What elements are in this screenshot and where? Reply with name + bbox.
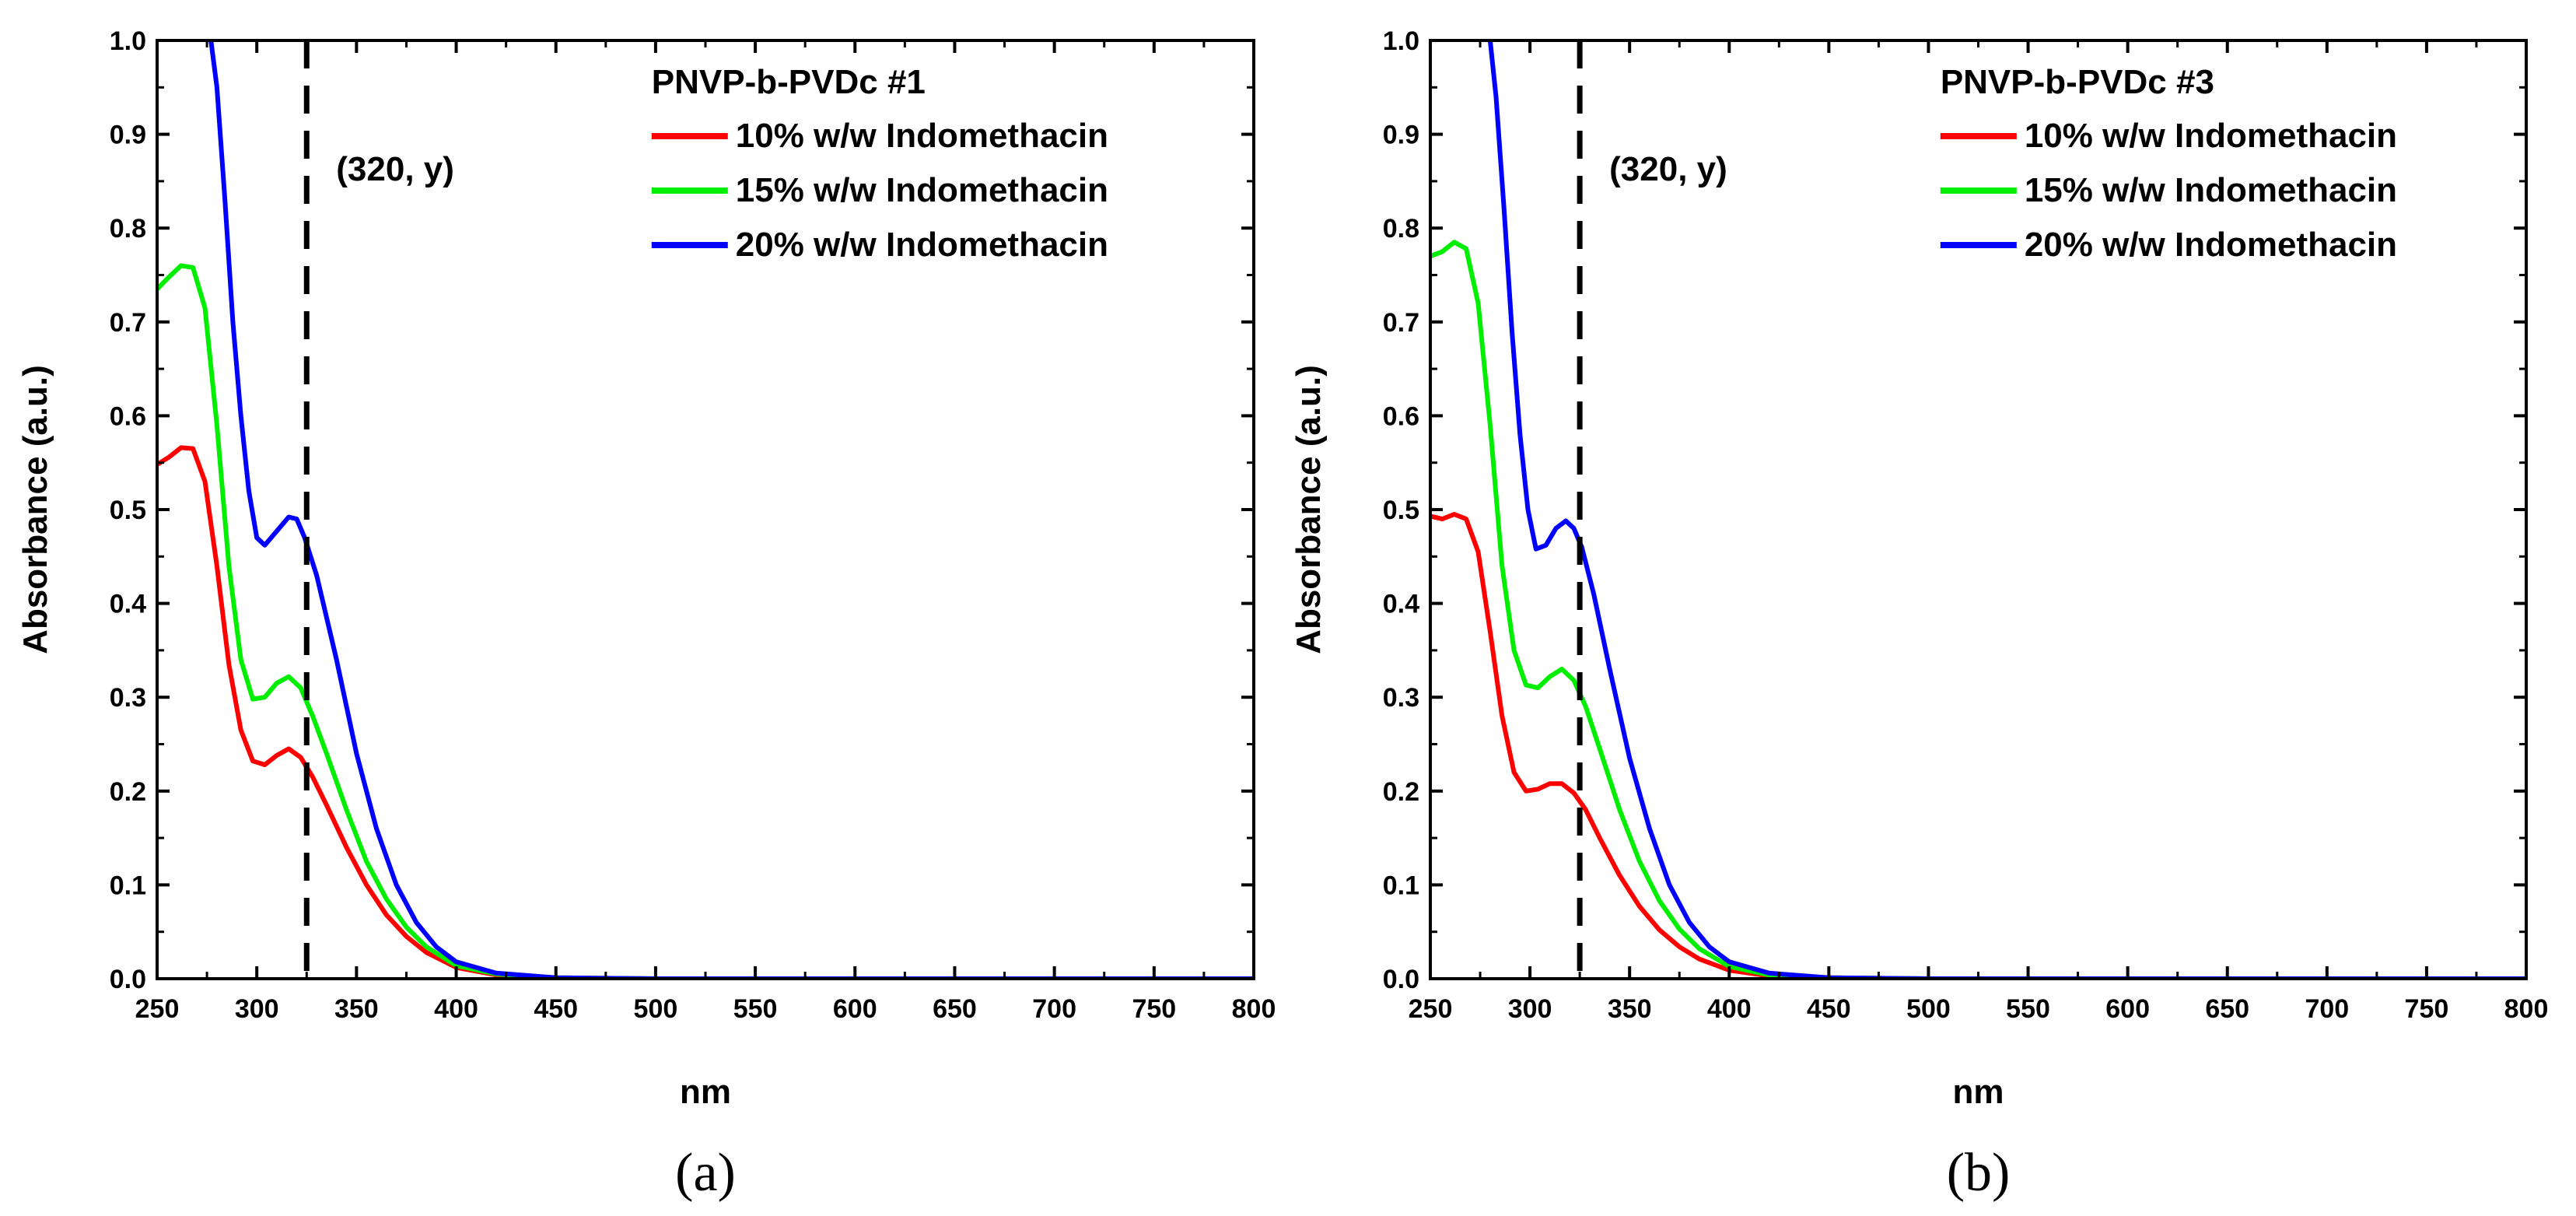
x-tick-label: 800 — [1232, 994, 1276, 1024]
x-tick-label: 750 — [2405, 994, 2449, 1024]
legend-entry-3: 20% w/w Indomethacin — [2025, 226, 2397, 264]
legend: PNVP-b-PVDc #3 10% w/w Indomethacin 15% w/… — [1940, 63, 2397, 264]
panel-label: (b) — [1947, 1143, 2011, 1203]
y-axis-title: Absorbance (a.u.) — [1290, 365, 1328, 654]
legend-entry-1: 10% w/w Indomethacin — [736, 117, 1108, 155]
y-tick-label: 0.5 — [1383, 496, 1419, 525]
x-tick-label: 400 — [1707, 994, 1752, 1024]
legend-title: PNVP-b-PVDc #1 — [652, 63, 926, 101]
x-tick-label: 650 — [933, 994, 977, 1024]
chart-panel-2: 250 300 350 400 450 500 550 600 650 700 750 800 0.0 0… — [1290, 26, 2548, 1203]
series-line-2 — [157, 263, 1254, 979]
y-tick-label: 0.5 — [110, 496, 146, 525]
legend-title: PNVP-b-PVDc #3 — [1941, 63, 2214, 101]
x-tick-label: 350 — [334, 994, 379, 1024]
y-tick-label: 1.0 — [1383, 26, 1419, 56]
legend-entry-2: 15% w/w Indomethacin — [2025, 171, 2397, 209]
annotation-label: (320, y) — [336, 150, 454, 188]
y-tick-label: 0.4 — [1383, 590, 1419, 619]
x-axis-title: nm — [680, 1073, 731, 1111]
y-tick-label: 1.0 — [110, 26, 146, 56]
y-axis-title: Absorbance (a.u.) — [16, 365, 54, 654]
x-tick-label: 550 — [733, 994, 778, 1024]
x-tick-label: 300 — [1508, 994, 1552, 1024]
x-tick-label: 450 — [534, 994, 578, 1024]
legend-entry-3: 20% w/w Indomethacin — [736, 226, 1108, 264]
y-tick-label: 0.3 — [1383, 683, 1419, 713]
y-tick-label: 0.1 — [110, 871, 146, 900]
x-tick-label: 500 — [1906, 994, 1951, 1024]
y-tick-label: 0.8 — [1383, 214, 1419, 244]
y-tick-label: 0.7 — [1383, 308, 1419, 338]
x-tick-label: 700 — [2305, 994, 2349, 1024]
y-tick-label: 0.4 — [110, 590, 146, 619]
x-tick-label: 800 — [2504, 994, 2549, 1024]
y-tick-label: 0.7 — [110, 308, 146, 338]
x-tick-label: 600 — [2105, 994, 2150, 1024]
x-tick-label: 650 — [2205, 994, 2249, 1024]
y-tick-label: 0.2 — [110, 777, 146, 807]
y-tick-label: 0.0 — [110, 965, 146, 994]
y-tick-label: 0.2 — [1383, 777, 1419, 807]
series-line-2 — [1430, 240, 2526, 979]
x-tick-label: 700 — [1032, 994, 1076, 1024]
series-line-1 — [1430, 512, 2526, 979]
y-tick-label: 0.9 — [110, 121, 146, 150]
x-tick-label: 750 — [1132, 994, 1176, 1024]
panel-label: (a) — [675, 1143, 736, 1203]
x-tick-label: 250 — [1409, 994, 1453, 1024]
x-tick-label: 400 — [434, 994, 478, 1024]
y-tick-label: 0.6 — [110, 401, 146, 431]
x-tick-label: 600 — [833, 994, 877, 1024]
x-tick-label: 350 — [1608, 994, 1652, 1024]
x-tick-label: 500 — [634, 994, 678, 1024]
y-tick-label: 0.9 — [1383, 121, 1419, 150]
y-tick-label: 0.8 — [110, 214, 146, 244]
chart-panel-1: 250 300 350 400 450 500 550 600 650 700 750 800 0.0 0… — [16, 26, 1276, 1203]
legend-entry-2: 15% w/w Indomethacin — [736, 171, 1108, 209]
series-line-3 — [208, 40, 1254, 979]
x-tick-label: 450 — [1807, 994, 1851, 1024]
series-line-1 — [157, 445, 1254, 979]
y-tick-label: 0.3 — [110, 683, 146, 713]
legend: PNVP-b-PVDc #1 10% w/w Indomethacin 15% w/… — [651, 63, 1108, 264]
series-line-3 — [1487, 40, 2526, 979]
y-tick-label: 0.6 — [1383, 401, 1419, 431]
y-tick-label: 0.0 — [1383, 965, 1419, 994]
annotation-label: (320, y) — [1609, 150, 1727, 188]
x-tick-label: 300 — [235, 994, 279, 1024]
y-tick-label: 0.1 — [1383, 871, 1419, 900]
x-tick-label: 250 — [135, 994, 180, 1024]
legend-entry-1: 10% w/w Indomethacin — [2025, 117, 2397, 155]
x-axis-title: nm — [1953, 1073, 2004, 1111]
x-tick-label: 550 — [2006, 994, 2050, 1024]
